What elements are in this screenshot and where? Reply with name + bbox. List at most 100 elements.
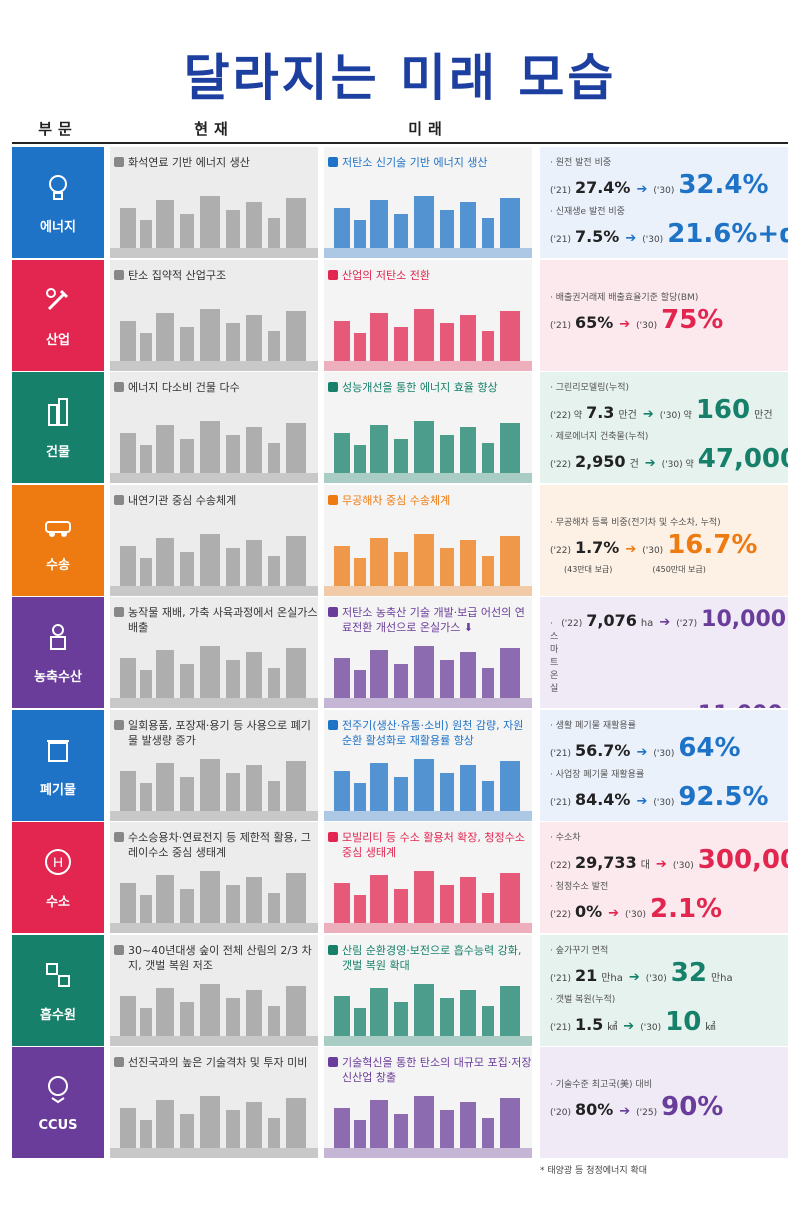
- stat-notes: (43만대 보급) (450만대 보급): [550, 564, 780, 575]
- current-cell: 일회용품, 포장재·용기 등 사용으로 폐기물 발생량 증가: [110, 709, 318, 821]
- target-year: ('30) 약: [661, 460, 694, 470]
- bullet-box: [114, 607, 124, 617]
- building-icon: [48, 398, 68, 426]
- target-figures: · 배출권거래제 배출효율기준 할당(BM) ('21) 65% ➔ ('30) 75%: [540, 259, 788, 371]
- base-value: 7,076: [586, 611, 637, 630]
- stat-values: ('21) 56.7% ➔ ('30) 64%: [550, 733, 780, 763]
- sector-label: 건물: [12, 372, 104, 483]
- target-year: ('30): [653, 748, 675, 759]
- target-figures: · 원전 발전 비중 ('21) 27.4% ➔ ('30) 32.4% · 신재생e 발전…: [540, 147, 788, 258]
- target-value: 32.4%: [678, 170, 769, 200]
- stat-block: · 신재생e 발전 비중 ('21)7.5% ➔ ('30)21.6%+α*: [550, 204, 788, 249]
- current-illustration: [110, 646, 318, 708]
- stat-block: · 무공해차 등록 비중(전기차 및 수소차, 누적) ('22) 1.7% ➔ ('3…: [550, 515, 780, 575]
- bullet-box: [328, 719, 338, 730]
- base-value: 65%: [574, 312, 614, 332]
- lightbulb-icon: [49, 175, 67, 200]
- bullet-box: [114, 269, 124, 280]
- current-illustration: [110, 871, 318, 933]
- future-cell: 모빌리티 등 수소 활용처 확장, 청정수소 중심 생태계: [324, 822, 532, 933]
- sector-name: 농축수산: [34, 670, 82, 685]
- base-unit: 만건: [618, 410, 637, 421]
- stat-label: · 그린리모델링(누적): [550, 383, 629, 393]
- sector-label: 폐기물: [12, 709, 104, 821]
- stat-block: · 청정수소 발전 ('22) 0% ➔ ('30) 2.1%: [550, 879, 780, 924]
- sector-label: H 수소: [12, 822, 104, 933]
- base-value: 80%: [574, 1100, 614, 1119]
- arrow-icon: ➔: [619, 316, 631, 332]
- future-description: 모빌리티 등 수소 활용처 확장, 청정수소 중심 생태계: [324, 822, 532, 860]
- future-cell: 저탄소 신기술 기반 에너지 생산: [324, 147, 532, 258]
- base-year: ('21): [550, 320, 571, 331]
- co2-capture-icon: [48, 1076, 68, 1104]
- target-year: ('30): [625, 910, 646, 920]
- target-value: 47,000: [697, 444, 788, 474]
- stat-values: ('21) 27.4% ➔ ('30) 32.4%: [550, 170, 780, 200]
- base-year: ('21): [550, 973, 571, 984]
- base-year: ('21): [550, 1022, 571, 1033]
- base-unit: ha: [640, 618, 654, 629]
- future-description: 무공해차 중심 수송체계: [324, 485, 532, 508]
- bullet-box: [328, 494, 338, 505]
- sector-label: 에너지: [12, 147, 104, 258]
- target-unit: ㎢: [705, 1021, 716, 1033]
- future-cell: 기술혁신을 통한 탄소의 대규모 포집·저장 신산업 창출: [324, 1047, 532, 1158]
- bullet-box: [114, 494, 124, 505]
- target-year: ('25): [636, 1108, 658, 1118]
- arrow-icon: ➔: [636, 744, 648, 760]
- target-note: (450만대 보급): [652, 564, 706, 574]
- base-value: 2,950: [574, 452, 626, 471]
- sector-row: 농축수산 농작물 재배, 가축 사육과정에서 온실가스 배출 저탄소 농축산 기술 …: [12, 597, 788, 708]
- current-illustration: [110, 1096, 318, 1158]
- target-figures: · 숲가꾸기 면적 ('21) 21 만ha ➔ ('30) 32 만ha · 갯벌 복원(누적…: [540, 934, 788, 1046]
- wrench-icon: [46, 287, 69, 310]
- base-value: 29,733: [574, 853, 637, 872]
- arrow-icon: ➔: [623, 1018, 635, 1034]
- stat-label: · 생활 폐기물 재활용률: [550, 720, 636, 731]
- base-year: ('21): [550, 797, 571, 808]
- future-description: 저탄소 신기술 기반 에너지 생산: [324, 147, 532, 170]
- stat-block: · 생활 폐기물 재활용률 ('21) 56.7% ➔ ('30) 64%: [550, 718, 780, 763]
- stat-label: · 숲가꾸기 면적: [550, 945, 609, 956]
- stat-block: · 숲가꾸기 면적 ('21) 21 만ha ➔ ('30) 32 만ha: [550, 943, 780, 988]
- current-description: 에너지 다소비 건물 다수: [110, 372, 318, 395]
- sector-label: 농축수산: [12, 597, 104, 708]
- sector-name: 에너지: [40, 220, 76, 235]
- stat-block: · 사업장 폐기물 재활용률 ('21) 84.4% ➔ ('30) 92.5%: [550, 767, 780, 812]
- arrow-icon: ➔: [619, 1104, 631, 1119]
- future-illustration: [324, 871, 532, 933]
- base-value: 7.5%: [574, 227, 620, 246]
- sector-row: 흡수원 30~40년대생 숲이 전체 산림의 2/3 차지, 갯벌 복원 저조 산림…: [12, 934, 788, 1046]
- stat-label: · 무공해차 등록 비중(전기차 및 수소차, 누적): [550, 517, 721, 528]
- target-year: ('30): [653, 797, 675, 808]
- current-cell: 화석연료 기반 에너지 생산: [110, 147, 318, 258]
- stat-values: ('22)6,002호➔('27)11,000호: [561, 702, 788, 708]
- future-illustration: [324, 1096, 532, 1158]
- stat-block: · 갯벌 복원(누적) ('21) 1.5 ㎢ ➔ ('30) 10 ㎢: [550, 992, 780, 1037]
- base-unit: 만ha: [601, 972, 623, 984]
- future-illustration: [324, 646, 532, 708]
- base-year: ('22) 약: [550, 411, 583, 421]
- target-figures: · 생활 폐기물 재활용률 ('21) 56.7% ➔ ('30) 64% · 사업장 폐기…: [540, 709, 788, 821]
- sector-name: 흡수원: [40, 1007, 76, 1023]
- current-cell: 선진국과의 높은 기술격차 및 투자 미비: [110, 1047, 318, 1158]
- stat-label: · 원전 발전 비중: [550, 158, 612, 168]
- sector-name: 건물: [46, 445, 70, 460]
- current-cell: 수소승용차·연료전지 등 제한적 활용, 그레이수소 중심 생태계: [110, 822, 318, 933]
- stat-label: · 신재생e 발전 비중: [550, 207, 625, 217]
- target-year: ('27): [676, 619, 698, 629]
- future-illustration: [324, 196, 532, 258]
- future-illustration: [324, 308, 532, 371]
- stat-block: · 원전 발전 비중 ('21) 27.4% ➔ ('30) 32.4%: [550, 155, 780, 200]
- bullet-box: [114, 832, 124, 842]
- stat-label: · 제로에너지 건축물(누적): [550, 432, 649, 442]
- arrow-icon: ➔: [655, 857, 667, 872]
- target-value: 10,000: [701, 607, 787, 632]
- future-illustration: [324, 533, 532, 596]
- future-illustration: [324, 983, 532, 1046]
- arrow-icon: ➔: [636, 182, 648, 197]
- bullet-box: [114, 944, 124, 955]
- base-year: ('22): [561, 619, 583, 629]
- target-unit: 만ha: [710, 972, 733, 984]
- farmer-icon: [50, 624, 66, 650]
